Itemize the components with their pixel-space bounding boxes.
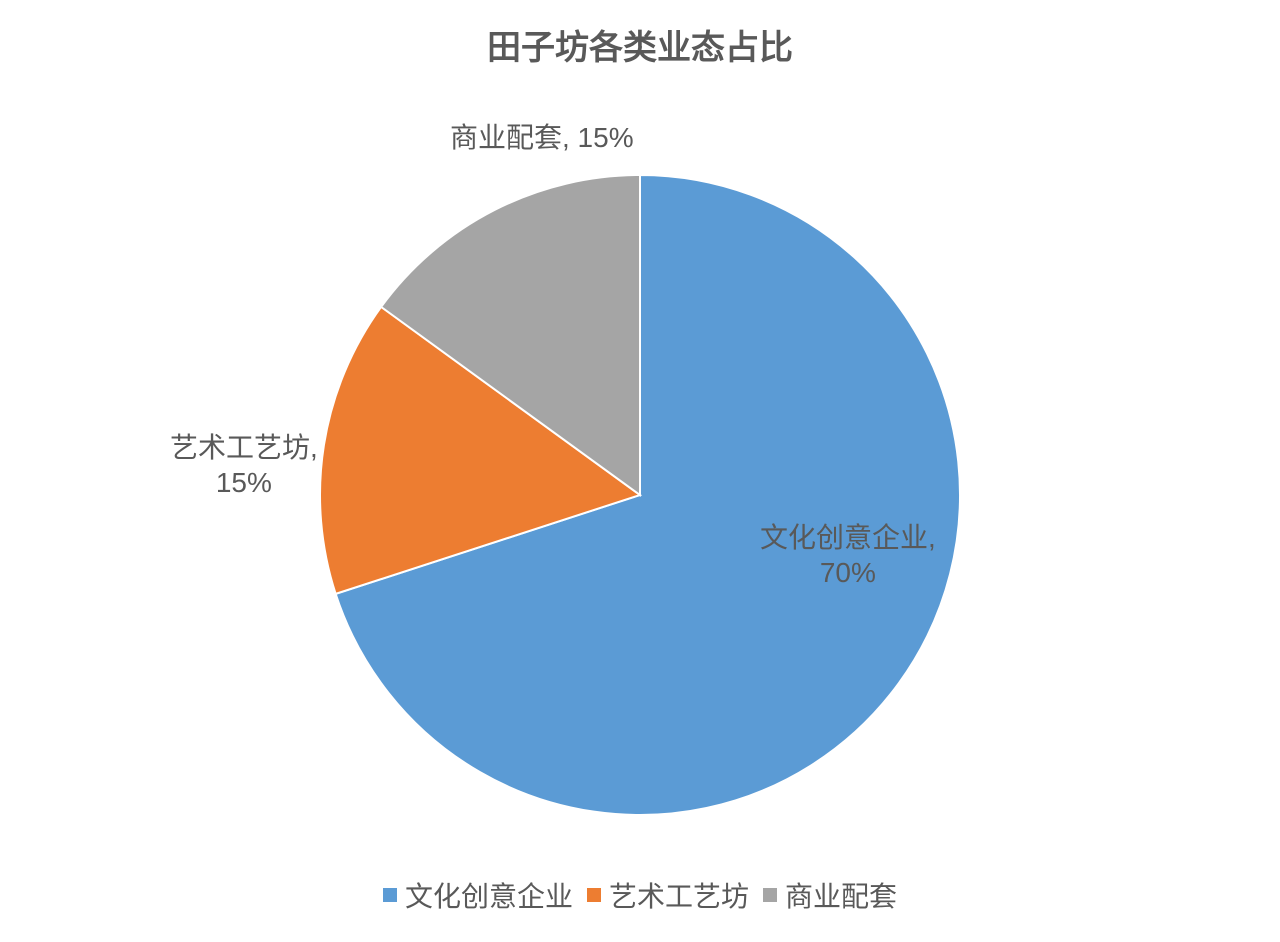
- legend-swatch-icon: [763, 888, 777, 902]
- pie-chart: [300, 155, 980, 835]
- legend-item-art-workshop: 艺术工艺坊: [587, 875, 749, 915]
- slice-label-text-line2: 15%: [170, 465, 318, 500]
- slice-label-commercial: 商业配套, 15%: [450, 120, 634, 155]
- legend-item-cultural-creative: 文化创意企业: [383, 875, 573, 915]
- slice-label-cultural-creative: 文化创意企业, 70%: [760, 520, 936, 590]
- slice-label-text: 商业配套, 15%: [450, 122, 634, 153]
- slice-label-text-line1: 文化创意企业,: [760, 520, 936, 555]
- chart-legend: 文化创意企业 艺术工艺坊 商业配套: [0, 875, 1280, 915]
- slice-label-art-workshop: 艺术工艺坊, 15%: [170, 430, 318, 500]
- legend-label: 商业配套: [785, 875, 897, 915]
- chart-title: 田子坊各类业态占比: [0, 20, 1280, 69]
- slice-label-text-line2: 70%: [760, 555, 936, 590]
- legend-swatch-icon: [587, 888, 601, 902]
- legend-swatch-icon: [383, 888, 397, 902]
- slice-label-text-line1: 艺术工艺坊,: [170, 430, 318, 465]
- legend-item-commercial: 商业配套: [763, 875, 897, 915]
- legend-label: 艺术工艺坊: [609, 875, 749, 915]
- pie-chart-container: 田子坊各类业态占比 商业配套, 15% 艺术工艺坊, 15% 文化创意企业, 7…: [0, 0, 1280, 942]
- legend-label: 文化创意企业: [405, 875, 573, 915]
